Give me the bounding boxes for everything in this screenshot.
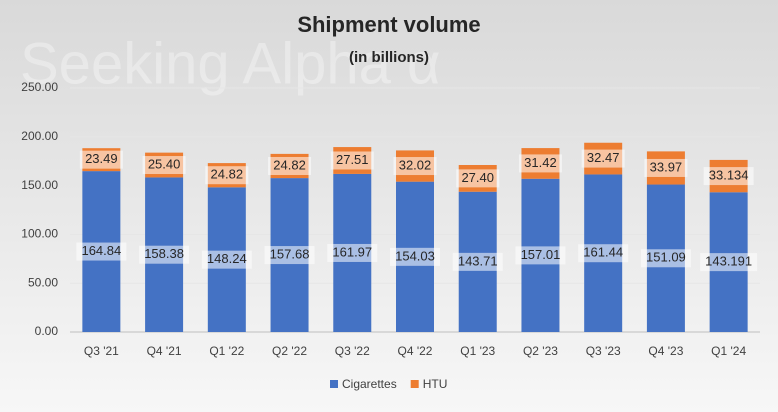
y-tick-label: 100.00: [21, 227, 58, 241]
value-label-bg: [578, 244, 629, 263]
value-label: 161.44: [583, 245, 623, 260]
value-label: 143.191: [705, 254, 752, 269]
value-label: 151.09: [646, 250, 686, 265]
value-label-bg: [700, 253, 758, 272]
legend-label: Cigarettes: [342, 377, 397, 391]
value-label: 27.51: [336, 152, 369, 167]
value-label: 31.42: [524, 155, 557, 170]
x-tick-label: Q2 '22: [272, 344, 307, 358]
value-label-bg: [703, 167, 754, 186]
value-label-bg: [515, 246, 566, 265]
legend-swatch: [330, 380, 338, 388]
value-label-bg: [390, 247, 440, 266]
value-label: 148.24: [207, 251, 247, 266]
x-tick-label: Q3 '23: [586, 344, 621, 358]
value-label-bg: [640, 249, 691, 268]
value-label-bg: [452, 252, 503, 271]
y-tick-label: 250.00: [21, 80, 58, 94]
value-label: 158.38: [144, 246, 184, 261]
x-tick-label: Q2 '23: [523, 344, 558, 358]
legend-swatch: [410, 380, 419, 388]
x-tick-label: Q1 '23: [460, 344, 495, 358]
legend-label: HTU: [423, 377, 448, 391]
value-label-bg: [268, 156, 312, 175]
value-label: 164.84: [81, 243, 121, 258]
x-tick-label: Q3 '21: [84, 344, 119, 358]
chart-title: Shipment volume: [297, 12, 480, 37]
value-label: 157.01: [521, 247, 561, 262]
value-label-bg: [644, 158, 688, 177]
value-label: 25.40: [148, 156, 181, 171]
y-tick-label: 50.00: [28, 275, 58, 289]
value-label: 24.82: [273, 157, 306, 172]
value-label: 24.82: [211, 167, 244, 182]
value-label: 33.97: [650, 159, 683, 174]
x-tick-label: Q4 '23: [648, 344, 683, 358]
value-label: 23.49: [85, 151, 118, 166]
value-label: 161.97: [332, 244, 372, 259]
value-label: 32.47: [587, 150, 620, 165]
value-label-bg: [205, 166, 249, 185]
x-tick-label: Q3 '22: [335, 344, 370, 358]
value-label: 33.134: [709, 168, 749, 183]
value-label: 27.40: [461, 170, 494, 185]
value-label-bg: [327, 243, 378, 262]
value-label-bg: [581, 149, 625, 168]
value-label-bg: [201, 250, 252, 269]
value-label-bg: [139, 245, 190, 264]
value-label: 157.68: [270, 246, 310, 261]
chart-subtitle: (in billions): [349, 49, 429, 66]
value-label-bg: [456, 169, 500, 188]
value-label-bg: [79, 150, 123, 169]
watermark: Seeking Alpha α: [20, 31, 441, 96]
value-label-bg: [518, 154, 562, 173]
value-label: 154.03: [395, 248, 435, 263]
x-tick-label: Q1 '24: [711, 344, 746, 358]
x-tick-label: Q4 '22: [398, 344, 433, 358]
y-tick-label: 0.00: [35, 324, 59, 338]
value-label-bg: [142, 156, 186, 175]
value-label-bg: [264, 246, 315, 265]
y-tick-label: 150.00: [21, 178, 58, 192]
value-label-bg: [393, 157, 437, 176]
x-tick-label: Q1 '22: [209, 344, 244, 358]
value-label-bg: [76, 242, 127, 261]
x-tick-label: Q4 '21: [147, 344, 182, 358]
value-label: 32.02: [399, 157, 432, 172]
y-tick-label: 200.00: [21, 129, 58, 143]
value-label-bg: [330, 151, 374, 170]
value-label: 143.71: [458, 253, 498, 268]
